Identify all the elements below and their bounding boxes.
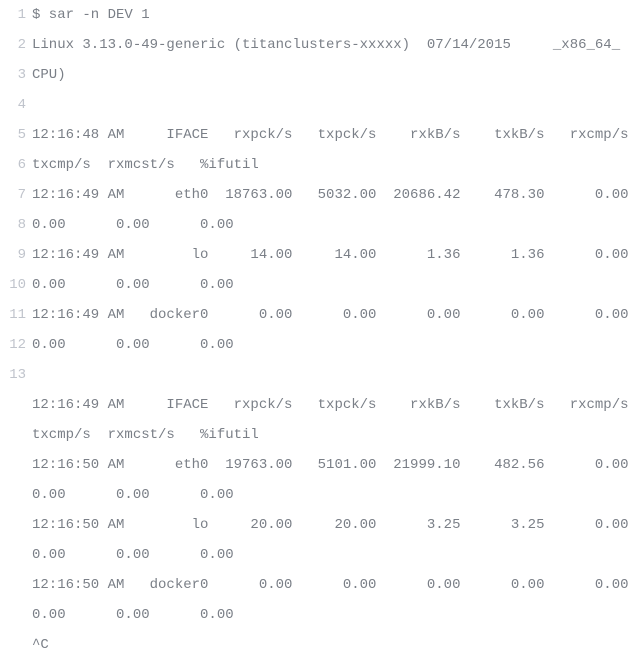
line-content: CPU) (32, 60, 643, 90)
code-line: 912:16:49 AM lo 14.00 14.00 1.36 1.36 0.… (0, 240, 643, 270)
line-number: 3 (0, 60, 32, 90)
code-line: 0.00 0.00 0.00 (0, 480, 643, 510)
code-line: 1112:16:49 AM docker0 0.00 0.00 0.00 0.0… (0, 300, 643, 330)
code-line: 12:16:50 AM eth0 19763.00 5101.00 21999.… (0, 450, 643, 480)
line-content: 12:16:49 AM docker0 0.00 0.00 0.00 0.00 … (32, 300, 643, 330)
line-number: 10 (0, 270, 32, 300)
line-content: txcmp/s rxmcst/s %ifutil (32, 150, 643, 180)
code-line: 512:16:48 AM IFACE rxpck/s txpck/s rxkB/… (0, 120, 643, 150)
line-content: 0.00 0.00 0.00 (32, 480, 643, 510)
line-number: 11 (0, 300, 32, 330)
code-line: 0.00 0.00 0.00 (0, 540, 643, 570)
code-line: 13 (0, 360, 643, 390)
line-content: txcmp/s rxmcst/s %ifutil (32, 420, 643, 450)
code-line: 2Linux 3.13.0-49-generic (titanclusters-… (0, 30, 643, 60)
line-number: 7 (0, 180, 32, 210)
code-line: 3CPU) (0, 60, 643, 90)
line-content: 12:16:50 AM lo 20.00 20.00 3.25 3.25 0.0… (32, 510, 643, 540)
line-content: 0.00 0.00 0.00 (32, 270, 643, 300)
line-number: 13 (0, 360, 32, 390)
code-line: 712:16:49 AM eth0 18763.00 5032.00 20686… (0, 180, 643, 210)
line-content: 0.00 0.00 0.00 (32, 210, 643, 240)
line-content: ^C (32, 630, 643, 660)
code-line: 0.00 0.00 0.00 (0, 600, 643, 630)
line-content: 12:16:49 AM IFACE rxpck/s txpck/s rxkB/s… (32, 390, 643, 420)
line-number: 8 (0, 210, 32, 240)
line-number: 9 (0, 240, 32, 270)
code-line: 120.00 0.00 0.00 (0, 330, 643, 360)
line-number: 2 (0, 30, 32, 60)
line-content: Linux 3.13.0-49-generic (titanclusters-x… (32, 30, 643, 60)
line-content: 12:16:49 AM lo 14.00 14.00 1.36 1.36 0.0… (32, 240, 643, 270)
line-content: 0.00 0.00 0.00 (32, 600, 643, 630)
code-line: 6txcmp/s rxmcst/s %ifutil (0, 150, 643, 180)
terminal-code-block: 1$ sar -n DEV 12Linux 3.13.0-49-generic … (0, 0, 643, 660)
line-content: 12:16:49 AM eth0 18763.00 5032.00 20686.… (32, 180, 643, 210)
code-line: 12:16:50 AM docker0 0.00 0.00 0.00 0.00 … (0, 570, 643, 600)
line-number: 1 (0, 0, 32, 30)
line-content: 0.00 0.00 0.00 (32, 540, 643, 570)
line-number: 4 (0, 90, 32, 120)
code-line: 100.00 0.00 0.00 (0, 270, 643, 300)
code-line: 12:16:50 AM lo 20.00 20.00 3.25 3.25 0.0… (0, 510, 643, 540)
line-content: 12:16:50 AM docker0 0.00 0.00 0.00 0.00 … (32, 570, 643, 600)
code-line: txcmp/s rxmcst/s %ifutil (0, 420, 643, 450)
code-line: 80.00 0.00 0.00 (0, 210, 643, 240)
line-content: 12:16:48 AM IFACE rxpck/s txpck/s rxkB/s… (32, 120, 643, 150)
line-content: 12:16:50 AM eth0 19763.00 5101.00 21999.… (32, 450, 643, 480)
line-content: 0.00 0.00 0.00 (32, 330, 643, 360)
line-number: 6 (0, 150, 32, 180)
line-number: 12 (0, 330, 32, 360)
code-line: 12:16:49 AM IFACE rxpck/s txpck/s rxkB/s… (0, 390, 643, 420)
line-content: $ sar -n DEV 1 (32, 0, 643, 30)
code-line: ^C (0, 630, 643, 660)
code-line: 4 (0, 90, 643, 120)
code-line: 1$ sar -n DEV 1 (0, 0, 643, 30)
line-number: 5 (0, 120, 32, 150)
